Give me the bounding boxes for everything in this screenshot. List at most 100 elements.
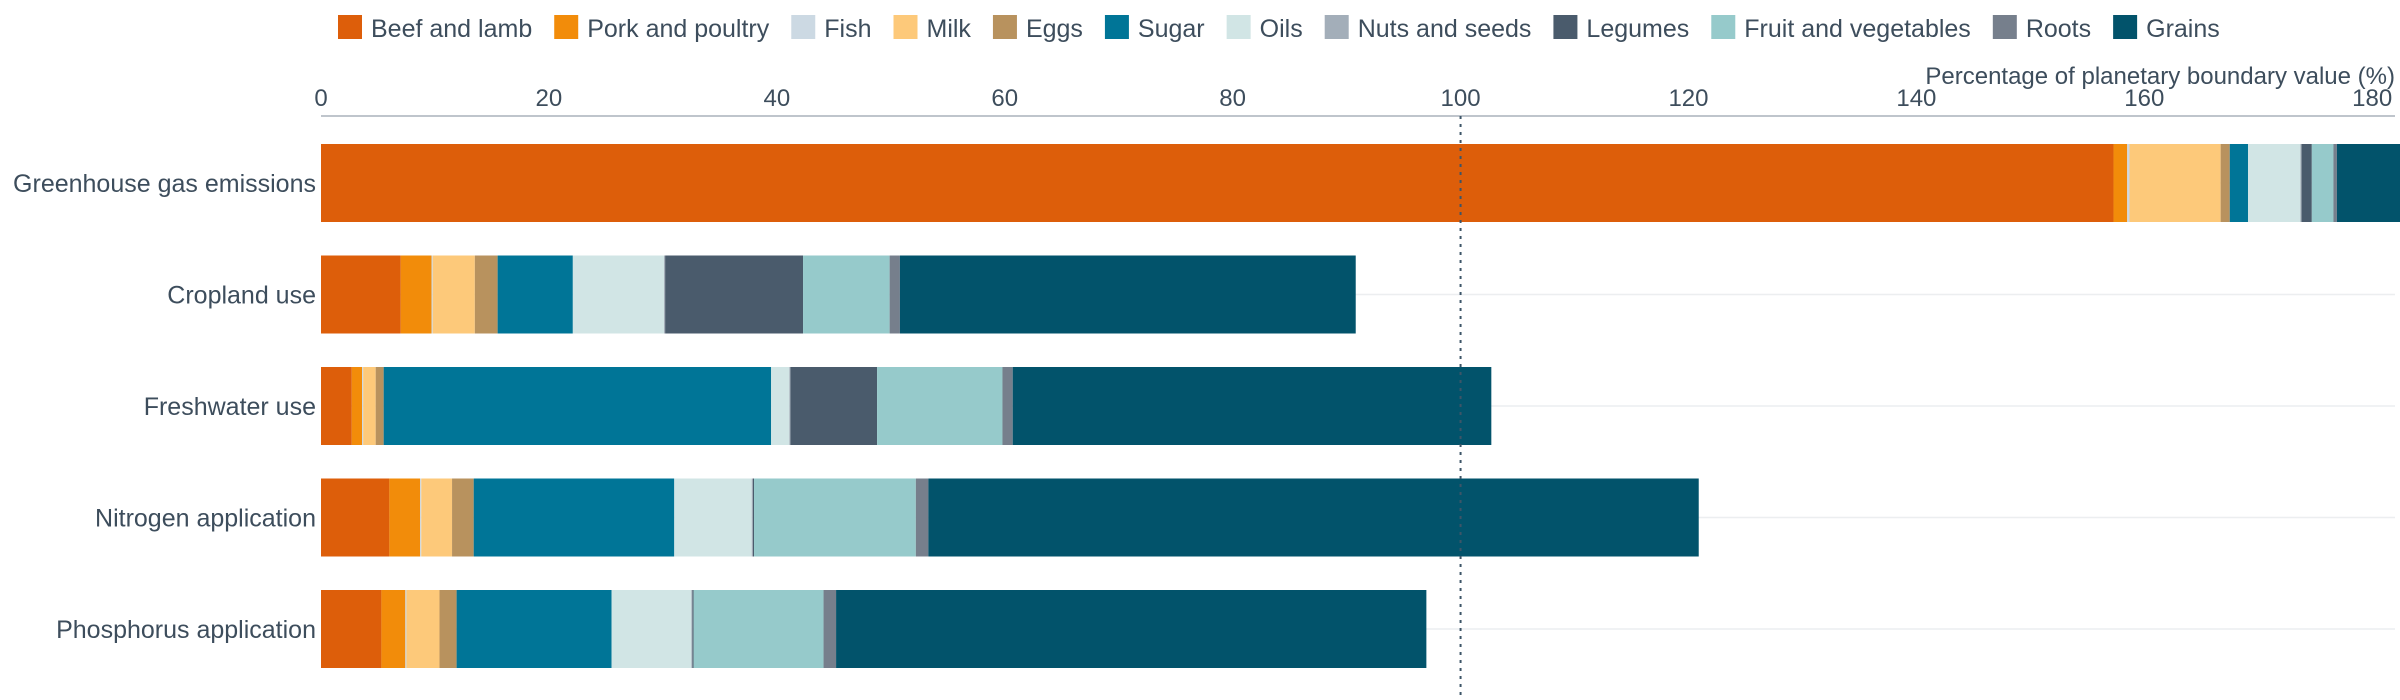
bar-segment-fruit-and-vegetables bbox=[877, 367, 1003, 445]
bar-segment-legumes bbox=[752, 478, 755, 557]
category-label: Phosphorus application bbox=[56, 616, 316, 644]
bar-segment-nuts-and-seeds bbox=[789, 367, 791, 445]
bar-segment-fish bbox=[431, 255, 433, 334]
legend-swatch-milk bbox=[893, 15, 918, 39]
bar-segment-eggs bbox=[474, 255, 498, 334]
legend-label-eggs: Eggs bbox=[1026, 15, 1083, 43]
bar-segment-sugar bbox=[473, 478, 675, 557]
bar-row-phosphorus-application bbox=[321, 590, 1427, 668]
category-label: Cropland use bbox=[167, 282, 316, 310]
bar-segment-sugar bbox=[2229, 144, 2248, 222]
legend-label-roots: Roots bbox=[2026, 15, 2091, 43]
category-label: Greenhouse gas emissions bbox=[13, 170, 316, 198]
bar-segment-pork-and-poultry bbox=[351, 367, 363, 445]
legend-swatch-sugar bbox=[1104, 15, 1129, 39]
bar-segment-roots bbox=[823, 590, 837, 668]
category-label: Freshwater use bbox=[144, 393, 316, 421]
bar-segment-eggs bbox=[439, 590, 457, 668]
bar-segment-legumes bbox=[665, 255, 804, 334]
bar-segment-milk bbox=[432, 255, 475, 334]
bar-segment-nuts-and-seeds bbox=[664, 255, 666, 334]
bar-segment-grains bbox=[1012, 367, 1492, 445]
bar-segment-milk bbox=[406, 590, 440, 668]
legend-label-beef-and-lamb: Beef and lamb bbox=[371, 15, 532, 43]
bar-segment-nuts-and-seeds bbox=[751, 478, 753, 557]
bar-segment-fruit-and-vegetables bbox=[693, 590, 824, 668]
bar-row-freshwater-use bbox=[321, 367, 1492, 445]
bar-row-nitrogen-application bbox=[321, 478, 1699, 557]
bar-segment-oils bbox=[572, 255, 665, 334]
bar-segment-grains bbox=[928, 478, 1699, 557]
category-labels: Greenhouse gas emissions Cropland use Fres… bbox=[13, 170, 316, 644]
x-tick-label: 180 bbox=[2352, 85, 2392, 112]
legend-label-fruit-and-vegetables: Fruit and vegetables bbox=[1744, 15, 1971, 43]
x-tick-label: 120 bbox=[1668, 85, 1708, 112]
bar-segment-eggs bbox=[2220, 144, 2230, 222]
bar-segment-roots bbox=[915, 478, 929, 557]
bar-segment-oils bbox=[611, 590, 692, 668]
legend-label-legumes: Legumes bbox=[1586, 15, 1689, 43]
bar-segment-oils bbox=[2247, 144, 2301, 222]
legend-label-fish: Fish bbox=[824, 15, 871, 43]
legend-label-milk: Milk bbox=[927, 15, 972, 43]
bar-segment-sugar bbox=[383, 367, 772, 445]
bar-segment-fish bbox=[405, 590, 407, 668]
bar-segment-roots bbox=[2333, 144, 2337, 222]
legend-swatch-fruit-and-vegetables bbox=[1711, 15, 1736, 39]
x-tick-label: 160 bbox=[2124, 85, 2164, 112]
bar-segment-oils bbox=[771, 367, 790, 445]
bar-segment-fruit-and-vegetables bbox=[754, 478, 916, 557]
legend-swatch-eggs bbox=[992, 15, 1017, 39]
bar-segment-beef-and-lamb bbox=[321, 144, 2114, 222]
x-tick-label: 0 bbox=[314, 85, 327, 112]
bar-segment-pork-and-poultry bbox=[2113, 144, 2128, 222]
bar-segment-beef-and-lamb bbox=[321, 367, 352, 445]
bar-segment-sugar bbox=[497, 255, 573, 334]
legend-label-oils: Oils bbox=[1260, 15, 1303, 43]
bars bbox=[321, 144, 2400, 668]
bar-segment-beef-and-lamb bbox=[321, 255, 401, 334]
bar-segment-legumes bbox=[2301, 144, 2312, 222]
bar-row-cropland-use bbox=[321, 255, 1356, 334]
bar-segment-fish bbox=[420, 478, 422, 557]
x-tick-label: 80 bbox=[1219, 85, 1246, 112]
bar-segment-legumes bbox=[790, 367, 878, 445]
bar-segment-nuts-and-seeds bbox=[2300, 144, 2302, 222]
x-tick-label: 140 bbox=[1896, 85, 1936, 112]
legend-swatch-oils bbox=[1226, 15, 1251, 39]
legend-swatch-roots bbox=[1992, 15, 2017, 39]
bar-segment-sugar bbox=[456, 590, 612, 668]
bar-segment-fish bbox=[2127, 144, 2130, 222]
bar-segment-roots bbox=[1002, 367, 1013, 445]
legend-swatch-grains bbox=[2113, 15, 2138, 39]
bar-segment-beef-and-lamb bbox=[321, 478, 390, 557]
bar-segment-fruit-and-vegetables bbox=[803, 255, 890, 334]
bar-segment-fruit-and-vegetables bbox=[2311, 144, 2334, 222]
legend-swatch-pork-and-poultry bbox=[554, 15, 579, 39]
legend-swatch-fish bbox=[791, 15, 816, 39]
bar-segment-legumes bbox=[692, 590, 694, 668]
x-axis-title: Percentage of planetary boundary value (… bbox=[1925, 63, 2395, 90]
x-tick-label: 20 bbox=[536, 85, 563, 112]
legend: Beef and lamb Pork and poultry Fish Milk Egg… bbox=[338, 15, 2220, 43]
bar-segment-milk bbox=[363, 367, 376, 445]
bar-segment-milk bbox=[421, 478, 453, 557]
bar-segment-roots bbox=[889, 255, 900, 334]
bar-segment-eggs bbox=[452, 478, 474, 557]
category-label: Nitrogen application bbox=[95, 505, 316, 533]
bar-segment-grains bbox=[836, 590, 1427, 668]
bar-segment-grains bbox=[899, 255, 1356, 334]
bar-segment-grains bbox=[2336, 144, 2400, 222]
x-tick-label: 40 bbox=[763, 85, 790, 112]
bar-segment-milk bbox=[2129, 144, 2221, 222]
bar-segment-eggs bbox=[375, 367, 384, 445]
bar-segment-beef-and-lamb bbox=[321, 590, 382, 668]
bar-segment-fish bbox=[362, 367, 364, 445]
legend-label-nuts-and-seeds: Nuts and seeds bbox=[1358, 15, 1532, 43]
legend-label-pork-and-poultry: Pork and poultry bbox=[587, 15, 770, 43]
bar-segment-pork-and-poultry bbox=[400, 255, 432, 334]
bar-segment-pork-and-poultry bbox=[389, 478, 421, 557]
